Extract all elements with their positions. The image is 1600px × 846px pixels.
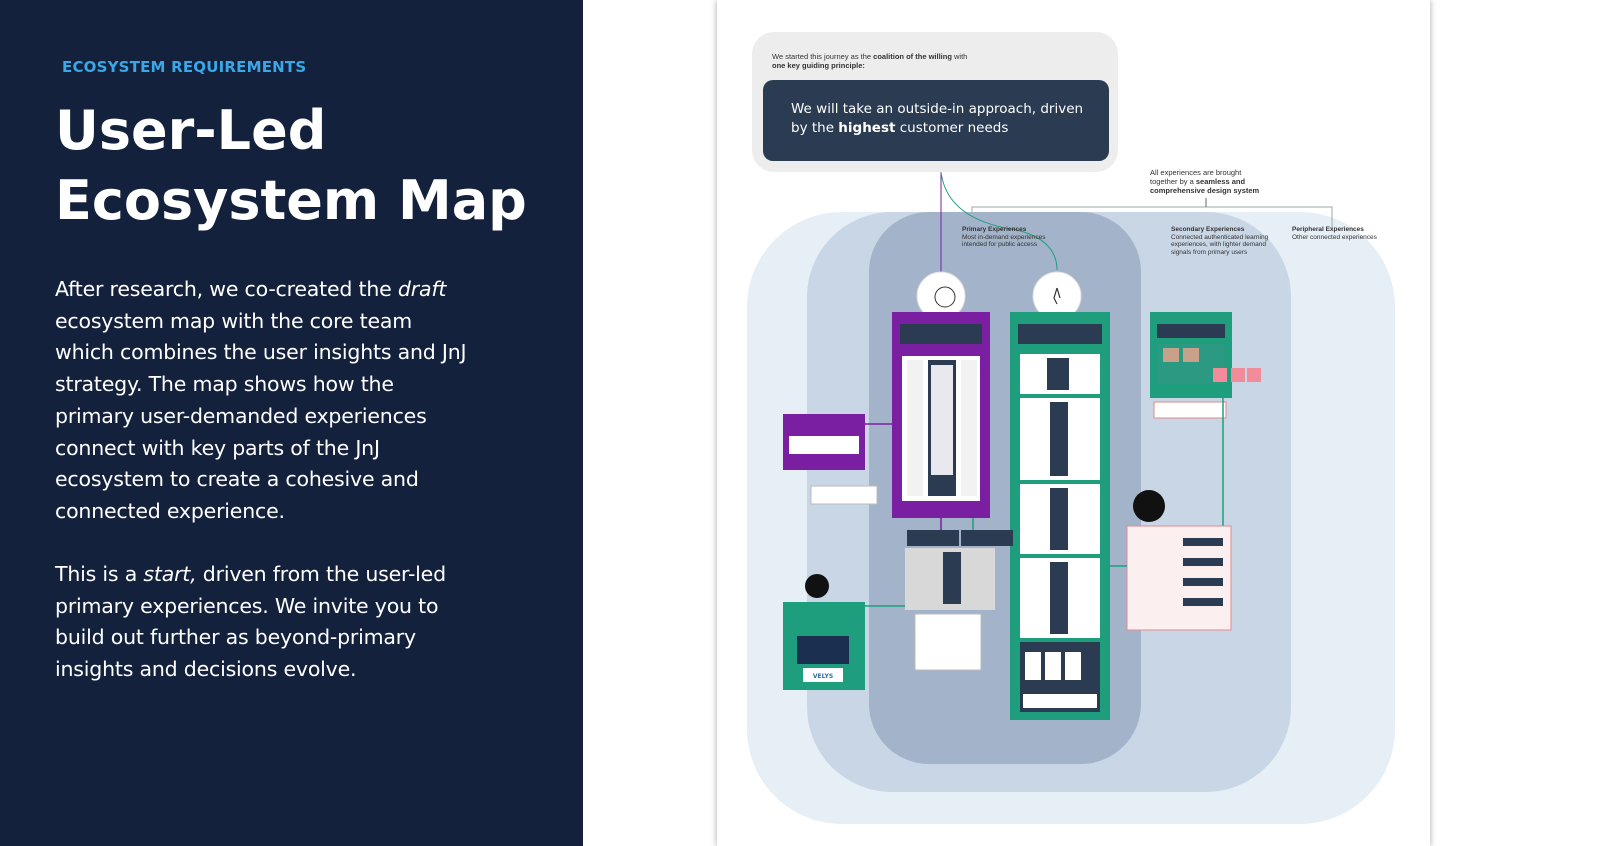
system-note-b: seamless and comprehensive design system (1150, 177, 1260, 195)
principle-intro-b: coalition of the willing (873, 52, 952, 61)
velys-logo-text: VELYS (813, 673, 833, 680)
primary-subheading: Most in-demand experiences intended for … (962, 233, 1046, 249)
person-icon (1053, 287, 1061, 305)
design-system-note: All experiences are brought together by … (1150, 168, 1270, 195)
principle-intro-c: with (951, 52, 968, 61)
right-note-label-4 (1183, 598, 1223, 606)
guiding-principle: We will take an outside-in approach, dri… (791, 100, 1091, 138)
secondary-photo-2 (1183, 348, 1199, 362)
purple-page-right (961, 360, 977, 496)
magnifier-icon (934, 286, 956, 308)
peripheral-subheading: Other connected experiences (1292, 233, 1377, 241)
invite-text-b: driven from the user-led primary experie… (55, 562, 446, 682)
teal-footer-strip (1023, 694, 1097, 708)
right-badge (1133, 490, 1165, 522)
intro-paragraph: After research, we co-created the draft … (55, 274, 475, 528)
teal-card-a (1025, 652, 1041, 680)
intro-emphasis: draft (397, 277, 447, 301)
principle-text-b: highest (838, 120, 896, 136)
mid-label-1 (907, 530, 959, 546)
velys-logo-box (803, 668, 843, 682)
purple-side-panel (789, 436, 859, 454)
principle-box: We will take an outside-in approach, dri… (763, 80, 1109, 161)
secondary-column-heading: Secondary Experiences Connected authentic… (1171, 226, 1269, 256)
ecosystem-map-document: VELYS We started this journey as the coa… (717, 0, 1430, 846)
teal-phone-1 (1047, 358, 1069, 390)
left-panel: ECOSYSTEM REQUIREMENTS User-Led Ecosyste… (0, 0, 583, 846)
principle-intro: We started this journey as the coalition… (772, 52, 972, 70)
intro-text-b: ecosystem map with the core team which c… (55, 308, 467, 523)
page-title: User-Led Ecosystem Map (55, 99, 527, 232)
velys-image (797, 636, 849, 664)
connector-teal (940, 171, 1058, 271)
principle-text-a: We will take an outside-in approach, dri… (791, 101, 1084, 136)
mid-label-2 (961, 530, 1013, 546)
primary-heading: Primary Experiences (962, 226, 1027, 233)
principle-intro-d: one key guiding principle: (772, 61, 865, 70)
sticky-note-2 (1231, 368, 1245, 382)
right-note-label-2 (1183, 558, 1223, 566)
note-card-3 (1153, 401, 1227, 419)
invite-paragraph: This is a start, driven from the user-le… (55, 559, 475, 686)
right-note-label-1 (1183, 538, 1223, 546)
secondary-header (1157, 324, 1225, 338)
note-card-1 (810, 485, 878, 505)
principle-card: We started this journey as the coalition… (752, 32, 1118, 172)
teal-phone-2 (1050, 402, 1068, 476)
system-note-a: All experiences are brought together by … (1150, 168, 1242, 186)
teal-card-b (1045, 652, 1061, 680)
secondary-photo-1 (1163, 348, 1179, 362)
principle-intro-a: We started this journey as the (772, 52, 874, 61)
note-card-2 (914, 613, 982, 671)
primary-column-heading: Primary Experiences Most in-demand experi… (962, 226, 1050, 249)
purple-header-box (900, 324, 982, 344)
invite-text-a: This is a (55, 562, 144, 586)
sticky-note-1 (1213, 368, 1227, 382)
intro-text-a: After research, we co-created the (55, 277, 398, 301)
purple-phone-content (931, 365, 953, 475)
section-kicker: ECOSYSTEM REQUIREMENTS (62, 58, 307, 76)
peripheral-heading: Peripheral Experiences (1292, 226, 1364, 233)
principle-text-c: customer needs (895, 120, 1009, 136)
velys-badge (805, 574, 829, 598)
design-system-bracket (971, 206, 1333, 228)
teal-card-c (1065, 652, 1081, 680)
teal-header-box (1018, 324, 1102, 344)
secondary-heading: Secondary Experiences (1171, 226, 1245, 233)
purple-page-left (907, 360, 923, 496)
invite-emphasis: start, (143, 562, 197, 586)
peripheral-column-heading: Peripheral Experiences Other connected ex… (1292, 226, 1384, 241)
teal-phone-3 (1050, 488, 1068, 550)
secondary-subheading: Connected authenticated learning experie… (1171, 233, 1269, 256)
ecosystem-map-diagram: VELYS (747, 171, 1395, 824)
teal-phone-4 (1050, 562, 1068, 634)
mid-phone-screen (943, 552, 961, 604)
right-note-label-3 (1183, 578, 1223, 586)
sticky-note-3 (1247, 368, 1261, 382)
